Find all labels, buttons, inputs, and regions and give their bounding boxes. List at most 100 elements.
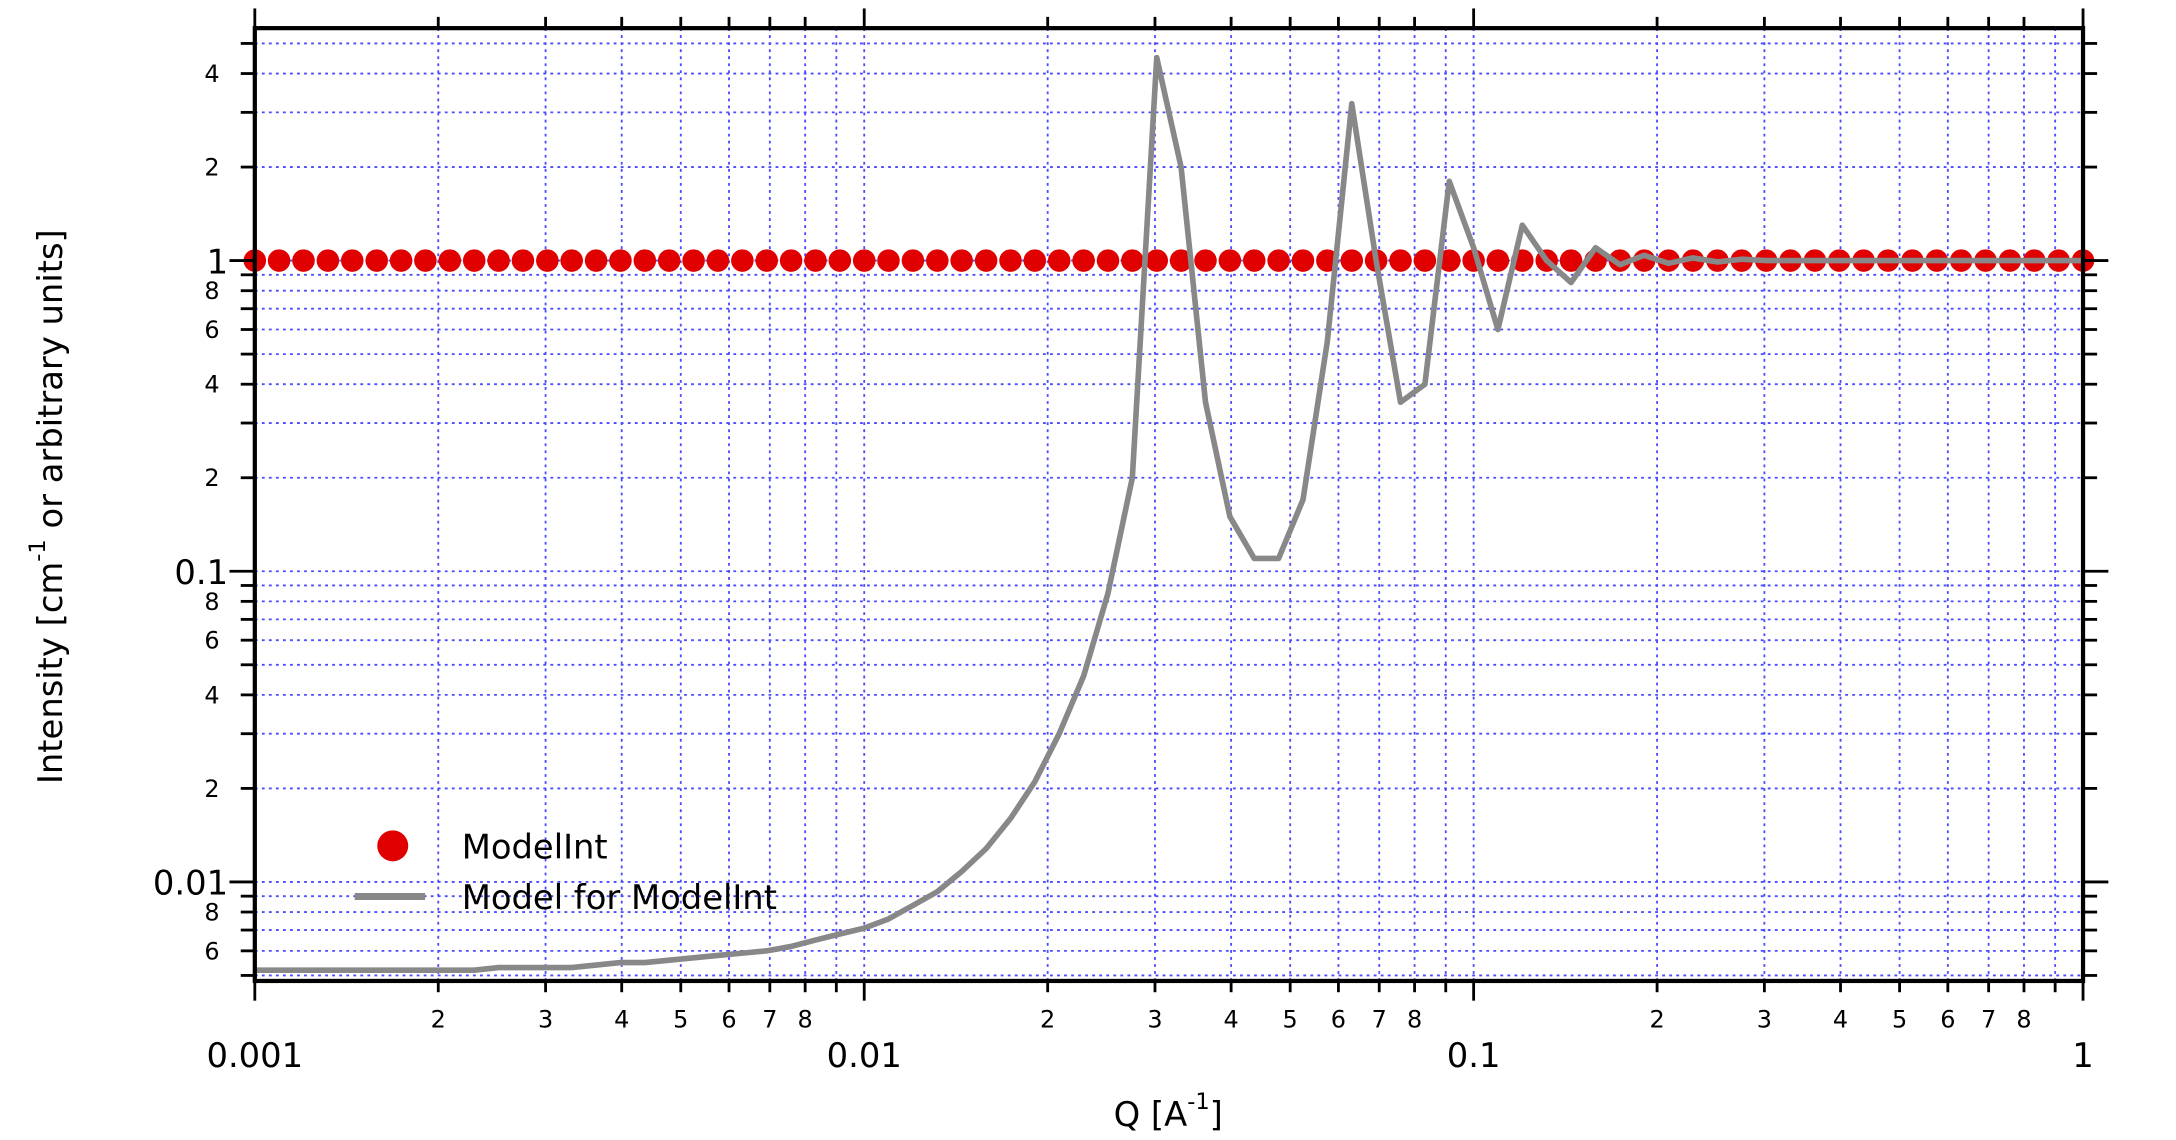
x-tick-label: 6 [1940, 1005, 1955, 1033]
data-point [926, 249, 949, 272]
legend-label: ModelInt [462, 828, 608, 867]
x-tick-label: 6 [721, 1005, 736, 1033]
x-tick-label: 8 [798, 1005, 813, 1033]
data-point [950, 249, 973, 272]
data-point [1242, 249, 1266, 272]
data-point [999, 249, 1022, 272]
data-point [462, 249, 486, 272]
data-point [1389, 249, 1412, 272]
x-tick-label: 4 [614, 1005, 629, 1033]
x-tick-label: 7 [1981, 1005, 1996, 1033]
x-tick-label: 4 [1224, 1005, 1239, 1033]
y-tick-label: 6 [204, 627, 219, 655]
data-point [560, 249, 583, 272]
y-label-sup: -1 [25, 539, 51, 561]
data-point [414, 249, 437, 272]
x-tick-label: 0.001 [206, 1036, 303, 1075]
x-tick-label: 2 [431, 1005, 446, 1033]
data-point [292, 249, 315, 272]
x-tick-label: 2 [1040, 1005, 1055, 1033]
x-tick-label: 3 [1757, 1005, 1772, 1033]
legend-label: Model for ModelInt [462, 878, 777, 917]
x-axis-label: Q [A-1] [1114, 1089, 1223, 1134]
x-tick-label: 0.01 [827, 1036, 902, 1075]
x-tick-label: 8 [1407, 1005, 1422, 1033]
y-label-text: Intensity [cm [31, 562, 70, 784]
grid [253, 28, 2084, 981]
legend-marker [377, 830, 409, 862]
data-point [828, 249, 852, 272]
x-label-sup: -1 [1187, 1089, 1209, 1115]
y-tick-label: 8 [204, 277, 219, 305]
y-tick-label: 0.01 [153, 864, 228, 903]
y-tick-label: 2 [204, 464, 219, 492]
data-point [1340, 249, 1364, 272]
data-point [852, 249, 876, 272]
data-point [755, 249, 778, 272]
x-tick-label: 6 [1331, 1005, 1346, 1033]
x-tick-label: 3 [1147, 1005, 1162, 1033]
data-point [633, 249, 657, 272]
data-point [536, 249, 559, 272]
plot-frame [252, 26, 2086, 984]
data-point [609, 249, 632, 272]
y-tick-label: 4 [204, 371, 219, 399]
data-point [1169, 249, 1193, 272]
y-axis-label: Intensity [cm-1 or arbitrary units] [25, 229, 70, 784]
data-point [657, 249, 681, 272]
data-point [1096, 249, 1120, 272]
x-tick-label: 7 [762, 1005, 777, 1033]
data-point [1047, 249, 1071, 272]
y-tick-label: 8 [204, 588, 219, 616]
data-point [804, 249, 827, 272]
y-label-end: or arbitrary units] [31, 229, 70, 539]
data-point [487, 249, 510, 272]
x-label-end: ] [1210, 1095, 1223, 1134]
data-point [389, 249, 413, 272]
data-point [1023, 249, 1047, 272]
x-tick-label: 5 [673, 1005, 688, 1033]
x-tick-label: 7 [1372, 1005, 1387, 1033]
data-point [267, 249, 291, 272]
data-point [1291, 249, 1315, 272]
data-point [706, 249, 730, 272]
data-point [974, 249, 998, 272]
data-point [901, 249, 925, 272]
data-point [1121, 249, 1144, 272]
y-tick-label: 6 [204, 316, 219, 344]
data-point [1608, 249, 1632, 272]
x-tick-label: 0.1 [1447, 1036, 1501, 1075]
plot-area [243, 54, 2095, 973]
data-line [254, 54, 2084, 973]
data-point [340, 249, 364, 272]
y-tick-label: 8 [204, 898, 219, 926]
x-tick-label: 1 [2072, 1036, 2093, 1075]
data-point [1072, 249, 1095, 272]
x-tick-label: 8 [2016, 1005, 2031, 1033]
y-tick-label: 2 [204, 154, 219, 182]
y-tick-label: 1 [207, 242, 228, 281]
data-point [1194, 249, 1217, 272]
data-point [316, 249, 340, 272]
data-point [1437, 249, 1461, 272]
data-point [1218, 249, 1242, 272]
x-tick-label: 5 [1283, 1005, 1298, 1033]
data-point [365, 249, 388, 272]
data-point [877, 249, 900, 272]
x-tick-label: 5 [1892, 1005, 1907, 1033]
data-point [779, 249, 803, 272]
data-point [511, 249, 535, 272]
x-tick-label: 2 [1649, 1005, 1664, 1033]
data-point [1413, 249, 1437, 272]
y-tick-label: 4 [204, 60, 219, 88]
y-tick-label: 0.1 [174, 553, 228, 592]
y-tick-label: 2 [204, 775, 219, 803]
x-label-text: Q [A [1114, 1095, 1188, 1134]
y-tick-label: 6 [204, 937, 219, 965]
data-point [1267, 249, 1290, 272]
data-point [584, 249, 608, 272]
legend: ModelInt Model for ModelInt [354, 828, 777, 917]
